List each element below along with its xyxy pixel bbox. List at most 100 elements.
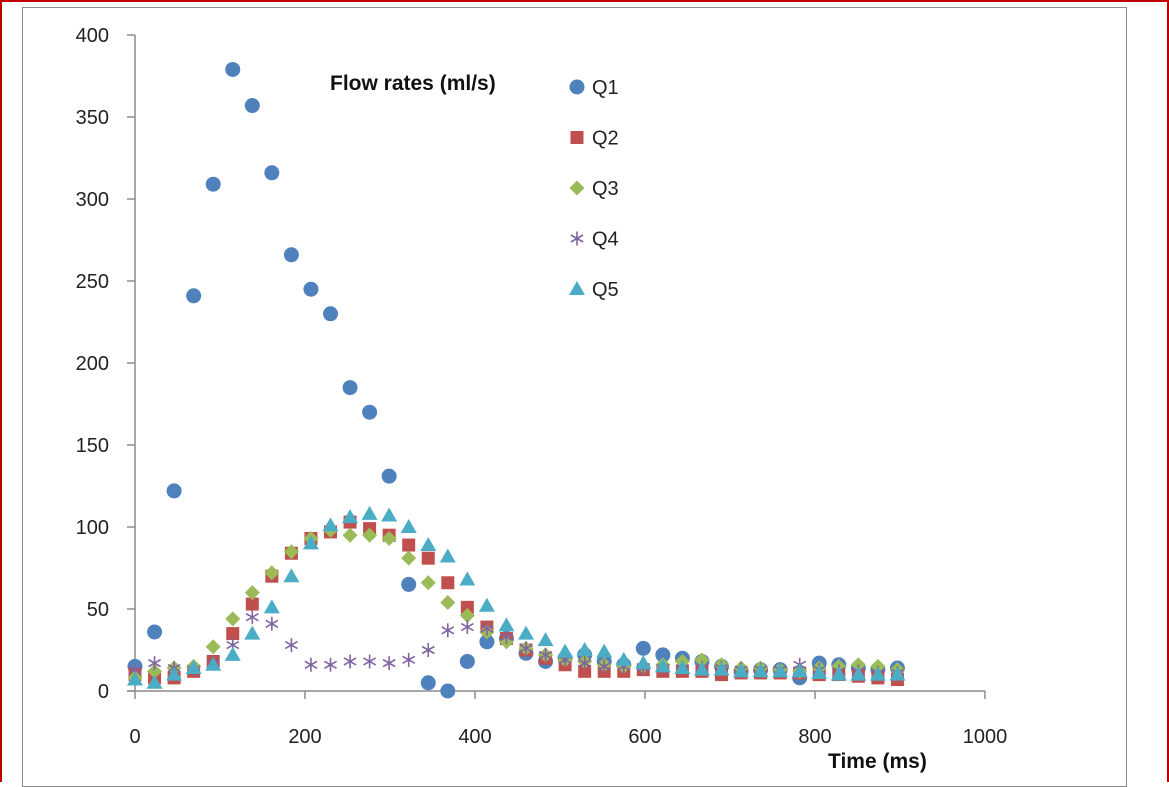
- data-point-q1: [459, 653, 475, 669]
- x-tick-label: 800: [798, 726, 831, 748]
- data-point-q5: [322, 517, 339, 532]
- data-point-q4: [499, 629, 513, 644]
- data-point-q1: [362, 404, 378, 420]
- data-point-q4: [578, 656, 592, 671]
- data-point-q4: [382, 656, 396, 671]
- series-q3: [127, 522, 905, 686]
- legend-label-q2: Q2: [592, 128, 619, 150]
- y-tick-label: 150: [76, 435, 109, 457]
- data-point-q4: [265, 616, 279, 631]
- data-point-q1: [479, 634, 495, 650]
- data-point-q5: [498, 617, 515, 632]
- y-tick-labels: 0 50 100 150 200 250 300 350 400: [76, 25, 135, 703]
- data-point-q5: [850, 666, 867, 681]
- legend-label-q4: Q4: [592, 229, 619, 251]
- data-point-q3: [459, 608, 475, 624]
- data-point-q2: [441, 576, 455, 590]
- data-point-q3: [225, 611, 241, 627]
- legend-label-q5: Q5: [592, 279, 619, 301]
- data-point-q5: [342, 509, 359, 524]
- data-point-q1: [342, 380, 358, 396]
- y-tick-label: 250: [76, 271, 109, 293]
- data-point-q5: [772, 663, 789, 678]
- y-tick-label: 100: [76, 517, 109, 539]
- series-q1: [127, 61, 905, 699]
- data-point-q4: [324, 657, 337, 672]
- data-point-q4: [245, 610, 259, 625]
- data-point-q5: [615, 651, 632, 666]
- y-tick-label: 400: [76, 25, 109, 47]
- legend-label-q1: Q1: [592, 77, 619, 99]
- data-point-q3: [147, 663, 163, 679]
- legend-marker-q1: [569, 79, 585, 95]
- data-point-q4: [304, 657, 318, 672]
- legend-marker-q5: [569, 281, 585, 295]
- data-point-q2: [578, 664, 592, 678]
- data-point-q5: [166, 666, 183, 681]
- data-point-q4: [402, 652, 416, 667]
- data-point-q1: [440, 683, 456, 699]
- legend-marker-q2: [570, 131, 584, 144]
- data-point-q5: [420, 537, 437, 552]
- y-tick-label: 0: [98, 681, 109, 703]
- data-point-q5: [185, 660, 202, 675]
- data-point-q5: [674, 660, 691, 675]
- data-point-q5: [263, 599, 280, 614]
- data-point-q1: [264, 165, 280, 181]
- data-point-q4: [539, 647, 553, 662]
- data-point-q3: [381, 530, 397, 546]
- data-point-q5: [146, 674, 163, 689]
- x-tick-label: 400: [458, 726, 491, 748]
- y-tick-label: 50: [87, 599, 109, 621]
- data-point-q5: [518, 625, 534, 640]
- data-point-q1: [205, 176, 221, 192]
- data-point-q5: [361, 505, 378, 520]
- x-tick-label: 600: [628, 726, 661, 748]
- data-point-q1: [244, 98, 260, 114]
- data-point-q4: [148, 656, 162, 671]
- data-point-q5: [654, 658, 671, 673]
- data-point-q3: [694, 652, 710, 668]
- data-point-q5: [459, 571, 476, 586]
- data-point-q1: [381, 468, 397, 484]
- data-point-q5: [596, 643, 613, 658]
- data-point-q1: [225, 61, 241, 77]
- y-tick-label: 300: [76, 189, 109, 211]
- data-point-q5: [439, 548, 456, 563]
- data-point-q5: [302, 535, 319, 550]
- data-point-q1: [323, 306, 338, 322]
- data-point-q1: [147, 624, 163, 640]
- data-point-q5: [635, 655, 652, 670]
- series-q2: [128, 515, 904, 687]
- data-point-q1: [655, 647, 671, 663]
- data-point-q5: [244, 625, 261, 640]
- data-point-q4: [460, 620, 474, 635]
- x-tick-label: 1000: [963, 726, 1008, 748]
- data-point-q1: [186, 288, 202, 304]
- data-point-q5: [830, 666, 847, 681]
- data-point-q3: [362, 527, 378, 543]
- data-point-q5: [713, 661, 730, 676]
- data-point-q5: [205, 656, 222, 671]
- data-point-q5: [752, 663, 769, 678]
- data-point-q5: [869, 666, 886, 681]
- data-point-q2: [245, 597, 259, 611]
- legend-marker-q3: [569, 180, 585, 196]
- data-point-q4: [597, 659, 611, 674]
- y-tick-label: 200: [76, 353, 109, 375]
- data-point-q2: [226, 627, 240, 641]
- x-tick-label: 0: [129, 726, 140, 748]
- data-points: [127, 61, 906, 699]
- legend-label-q3: Q3: [592, 178, 619, 200]
- data-point-q5: [693, 661, 710, 676]
- data-point-q4: [519, 641, 533, 656]
- data-point-q2: [421, 551, 435, 565]
- data-point-q3: [244, 585, 260, 601]
- data-point-q5: [576, 642, 593, 656]
- data-point-q1: [635, 640, 651, 656]
- data-point-q4: [363, 654, 377, 669]
- data-point-q1: [401, 576, 417, 592]
- data-point-q4: [343, 654, 357, 669]
